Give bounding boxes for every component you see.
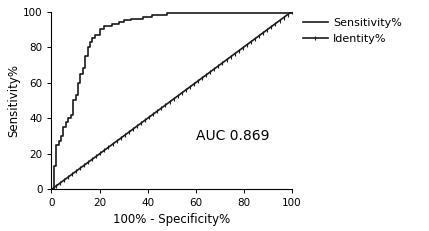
Identity% <box>118 137 123 140</box>
X-axis label: 100% - Specificity%: 100% - Specificity% <box>113 213 230 226</box>
Sensitivity% <box>164 12 169 15</box>
Identity% <box>126 131 131 134</box>
Sensitivity% <box>90 37 95 40</box>
Sensitivity% <box>49 188 54 191</box>
Sensitivity% <box>157 14 162 16</box>
Sensitivity% <box>109 23 114 25</box>
Sensitivity% <box>73 94 78 97</box>
Sensitivity% <box>51 165 57 168</box>
Identity% <box>199 76 205 79</box>
Text: AUC 0.869: AUC 0.869 <box>196 129 269 143</box>
Line: Sensitivity%: Sensitivity% <box>51 13 292 189</box>
Sensitivity% <box>253 12 258 15</box>
Identity% <box>49 188 54 191</box>
Identity% <box>289 10 294 13</box>
Identity% <box>130 128 136 131</box>
Sensitivity% <box>289 12 294 15</box>
Y-axis label: Sensitivity%: Sensitivity% <box>7 64 20 137</box>
Identity% <box>90 158 95 161</box>
Identity% <box>110 143 115 146</box>
Legend: Sensitivity%, Identity%: Sensitivity%, Identity% <box>302 17 403 45</box>
Line: Identity%: Identity% <box>49 9 294 191</box>
